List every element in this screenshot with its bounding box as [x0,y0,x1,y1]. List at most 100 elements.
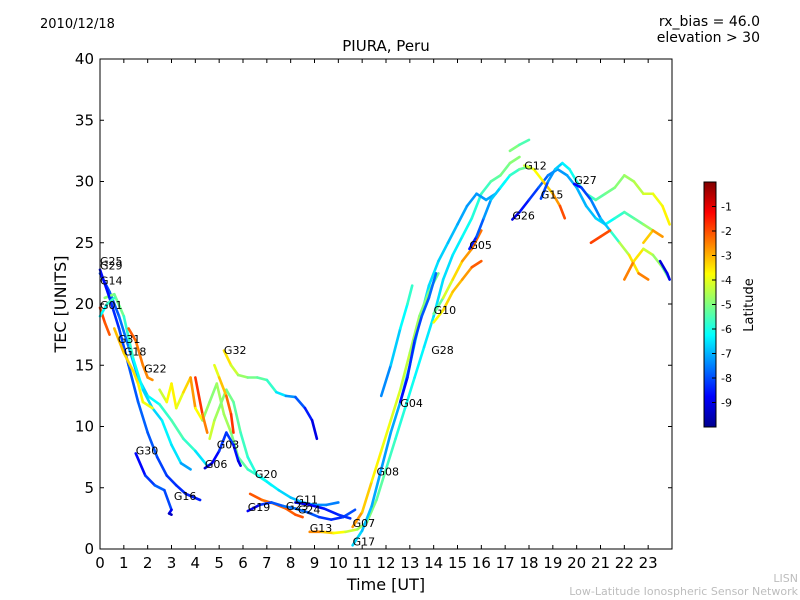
footer: LISN Low-Latitude Ionospheric Sensor Net… [569,572,798,598]
tec-trace [508,138,531,153]
satellite-label: G16 [174,490,197,503]
trace-segment [658,259,669,275]
date-label: 2010/12/18 [40,17,115,32]
trace-segment [222,349,233,367]
trace-segment [389,400,402,434]
trace-segment [553,161,564,171]
trace-segment [556,167,569,177]
trace-segment [627,253,640,275]
colorbar-tick-label: -7 [721,348,732,361]
trace-segment [661,204,671,226]
y-tick-label: 40 [75,50,94,68]
satellite-label: G08 [376,466,399,479]
x-tick-label: 13 [400,554,419,572]
x-tick-label: 3 [167,554,177,572]
trace-segment [174,483,188,496]
x-tick-label: 18 [519,554,538,572]
trace-segment [127,363,140,404]
trace-segment [608,229,621,245]
x-tick-label: 19 [543,554,562,572]
trace-segment [194,449,209,468]
trace-segment [551,192,562,208]
trace-segment [248,492,264,502]
tec-trace [134,452,173,517]
colorbar-tick-label: -2 [721,225,732,238]
trace-segment [203,461,214,470]
x-tick-label: 0 [95,554,105,572]
satellite-label: G32 [224,344,247,357]
trace-segment [420,296,431,318]
tec-trace [522,164,567,220]
trace-segment [182,376,192,394]
satellite-label: G19 [248,501,271,514]
colorbar-tick-label: -4 [721,274,732,287]
trace-segment [136,400,149,434]
x-tick-label: 16 [472,554,491,572]
trace-segment [329,515,345,521]
trace-segment [344,528,359,534]
tec-trace [208,388,340,507]
y-tick-label: 35 [75,111,94,129]
x-tick-label: 4 [191,554,201,572]
trace-segment [446,223,459,245]
trace-segment [642,223,655,232]
trace-segment [225,388,235,404]
trace-segment [255,376,269,382]
trace-segment [189,376,197,410]
trace-segment [134,339,145,367]
trace-segment [511,210,521,221]
trace-segment [265,378,278,394]
trace-segment [98,268,111,300]
y-tick-label: 0 [84,540,94,558]
trace-segment [239,431,250,459]
tec-trace [351,272,440,529]
tec-trace [113,327,154,410]
trace-segment [143,474,157,487]
trace-segment [141,400,154,410]
trace-segment [194,406,204,422]
trace-segment [360,480,374,514]
elevation-label: elevation > 30 [656,30,760,46]
trace-segment [213,406,221,422]
trace-segment [451,259,464,281]
trace-segment [303,406,314,422]
y-axis-label: TEC [UNITS] [51,256,70,354]
trace-segment [594,192,607,202]
x-tick-label: 9 [310,554,320,572]
trace-segment [155,455,169,477]
trace-segment [270,501,285,508]
trace-segment [122,314,135,361]
x-tick-label: 17 [496,554,515,572]
trace-segment [618,241,631,257]
trace-segment [151,406,164,422]
trace-segment [229,412,235,434]
chart-title: PIURA, Peru [342,37,430,55]
trace-segment [475,192,488,202]
x-tick-label: 2 [143,554,153,572]
satellite-label: G28 [431,344,454,357]
trace-segment [306,510,321,519]
colorbar-label: Latitude [742,278,757,332]
trace-segment [160,419,173,447]
satellite-label: G27 [574,174,597,187]
trace-segment [613,174,626,189]
tec-trace [98,306,111,336]
trace-segment [308,503,326,510]
colorbar-tick-label: -9 [721,397,732,410]
trace-segment [167,512,173,517]
trace-segment [456,204,469,226]
trace-segment [294,395,307,410]
trace-segment [141,363,149,379]
tec-trace [623,247,671,281]
trace-segment [541,180,555,196]
trace-segment [499,174,512,189]
trace-segment [558,204,567,220]
satellite-label: G03 [217,439,240,452]
trace-segment [246,455,259,477]
trace-segment [665,272,671,281]
trace-segment [213,363,221,379]
trace-segment [518,198,531,214]
trace-segment [370,468,383,508]
tec-trace [572,182,650,281]
trace-segment [623,210,636,220]
